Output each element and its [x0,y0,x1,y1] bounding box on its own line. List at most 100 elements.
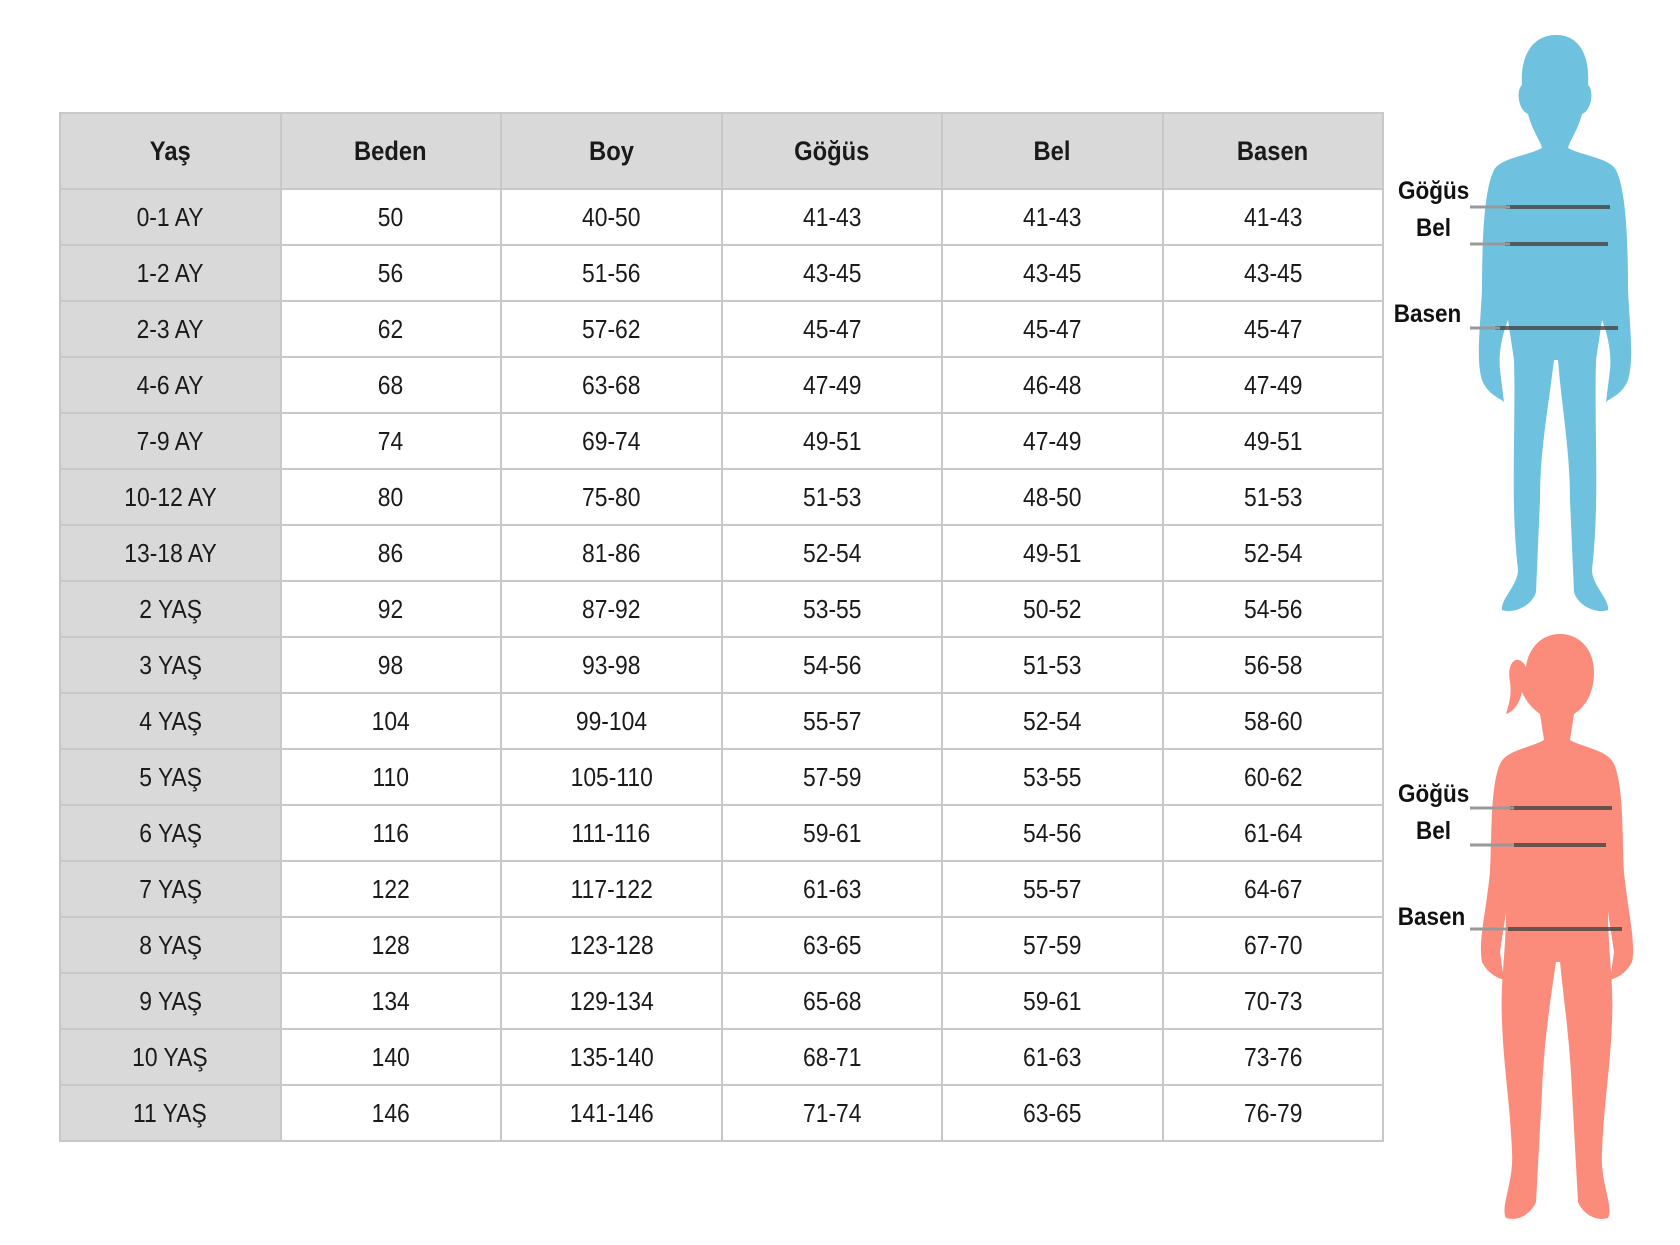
table-row: 1-2 AY 56 51-56 43-45 43-45 43-45 [59,244,1384,302]
table-cell: 99-104 [500,692,723,750]
boy-label-waist: Bel [1415,214,1451,242]
boy-label-chest: Göğüs [1397,177,1470,205]
cell-value: 51-56 [581,257,641,288]
table-cell: 65-68 [720,972,943,1030]
cell-value: 61-64 [1243,817,1303,848]
table-cell: 63-68 [500,356,723,414]
table-cell: 87-92 [500,580,723,638]
table-row: 4-6 AY 68 63-68 47-49 46-48 47-49 [59,356,1384,414]
table-cell: 86 [279,524,502,582]
table-cell: 52-54 [1161,524,1384,582]
cell-value: 48-50 [1022,481,1082,512]
girl-label-chest: Göğüs [1397,780,1470,808]
table-cell: 40-50 [500,188,723,246]
cell-value: 52-54 [1022,705,1082,736]
cell-value: 50-52 [1022,593,1082,624]
cell-value: 4-6 AY [136,369,204,400]
table-cell: 51-53 [1161,468,1384,526]
cell-value: 122 [371,873,410,904]
table-cell: 73-76 [1161,1028,1384,1086]
cell-value: 7 YAŞ [138,873,202,904]
cell-value: 57-59 [802,761,862,792]
age-cell: 3 YAŞ [59,636,282,694]
cell-value: 51-53 [1243,481,1303,512]
cell-value: 45-47 [802,313,862,344]
cell-value: 58-60 [1243,705,1303,736]
table-row: 6 YAŞ 116 111-116 59-61 54-56 61-64 [59,804,1384,862]
cell-value: 10-12 AY [124,481,217,512]
cell-value: 59-61 [802,817,862,848]
cell-value: 53-55 [1022,761,1082,792]
table-cell: 57-59 [720,748,943,806]
cell-value: 50 [378,201,404,232]
cell-value: 41-43 [802,201,862,232]
table-cell: 41-43 [941,188,1164,246]
cell-value: 49-51 [1022,537,1082,568]
cell-value: 51-53 [1022,649,1082,680]
cell-value: 2 YAŞ [138,593,202,624]
table-cell: 69-74 [500,412,723,470]
cell-value: 105-110 [570,761,653,792]
table-row: 7 YAŞ 122 117-122 61-63 55-57 64-67 [59,860,1384,918]
age-cell: 1-2 AY [59,244,282,302]
table-cell: 92 [279,580,502,638]
cell-value: 70-73 [1243,985,1303,1016]
cell-value: 54-56 [1022,817,1082,848]
cell-value: 67-70 [1243,929,1303,960]
table-cell: 134 [279,972,502,1030]
cell-value: 62 [378,313,404,344]
table-cell: 55-57 [941,860,1164,918]
table-cell: 111-116 [500,804,723,862]
table-cell: 47-49 [941,412,1164,470]
cell-value: 74 [378,425,404,456]
table-cell: 128 [279,916,502,974]
table-cell: 53-55 [941,748,1164,806]
cell-value: 75-80 [581,481,641,512]
age-cell: 2 YAŞ [59,580,282,638]
table-cell: 41-43 [1161,188,1384,246]
cell-value: 76-79 [1243,1097,1303,1128]
table-cell: 54-56 [1161,580,1384,638]
cell-value: 41-43 [1022,201,1082,232]
table-cell: 43-45 [941,244,1164,302]
table-cell: 70-73 [1161,972,1384,1030]
girl-silhouette [1470,634,1634,1219]
table-row: 3 YAŞ 98 93-98 54-56 51-53 56-58 [59,636,1384,694]
cell-value: 45-47 [1243,313,1303,344]
cell-value: 53-55 [802,593,862,624]
cell-value: 6 YAŞ [138,817,202,848]
cell-value: 45-47 [1022,313,1082,344]
table-cell: 81-86 [500,524,723,582]
age-cell: 10 YAŞ [59,1028,282,1086]
table-row: 10 YAŞ 140 135-140 68-71 61-63 73-76 [59,1028,1384,1086]
cell-value: 43-45 [1243,257,1303,288]
cell-value: 57-62 [581,313,641,344]
table-cell: 68 [279,356,502,414]
boy-label-hip: Basen [1393,300,1462,328]
table-cell: 135-140 [500,1028,723,1086]
cell-value: 52-54 [802,537,862,568]
table-cell: 62 [279,300,502,358]
girl-measure-lines [1508,806,1622,931]
boy-silhouette [1470,35,1632,612]
table-cell: 59-61 [941,972,1164,1030]
cell-value: 64-67 [1243,873,1303,904]
cell-value: 69-74 [581,425,641,456]
age-cell: 10-12 AY [59,468,282,526]
cell-value: 47-49 [802,369,862,400]
cell-value: 128 [371,929,410,960]
cell-value: 8 YAŞ [138,929,202,960]
table-cell: 56 [279,244,502,302]
table-cell: 45-47 [941,300,1164,358]
table-cell: 123-128 [500,916,723,974]
table-cell: 54-56 [720,636,943,694]
age-cell: 5 YAŞ [59,748,282,806]
table-row: 8 YAŞ 128 123-128 63-65 57-59 67-70 [59,916,1384,974]
table-cell: 61-63 [941,1028,1164,1086]
table-cell: 105-110 [500,748,723,806]
table-cell: 67-70 [1161,916,1384,974]
cell-value: 111-116 [571,817,651,848]
cell-value: 63-68 [581,369,641,400]
cell-value: 47-49 [1243,369,1303,400]
cell-value: 54-56 [802,649,862,680]
